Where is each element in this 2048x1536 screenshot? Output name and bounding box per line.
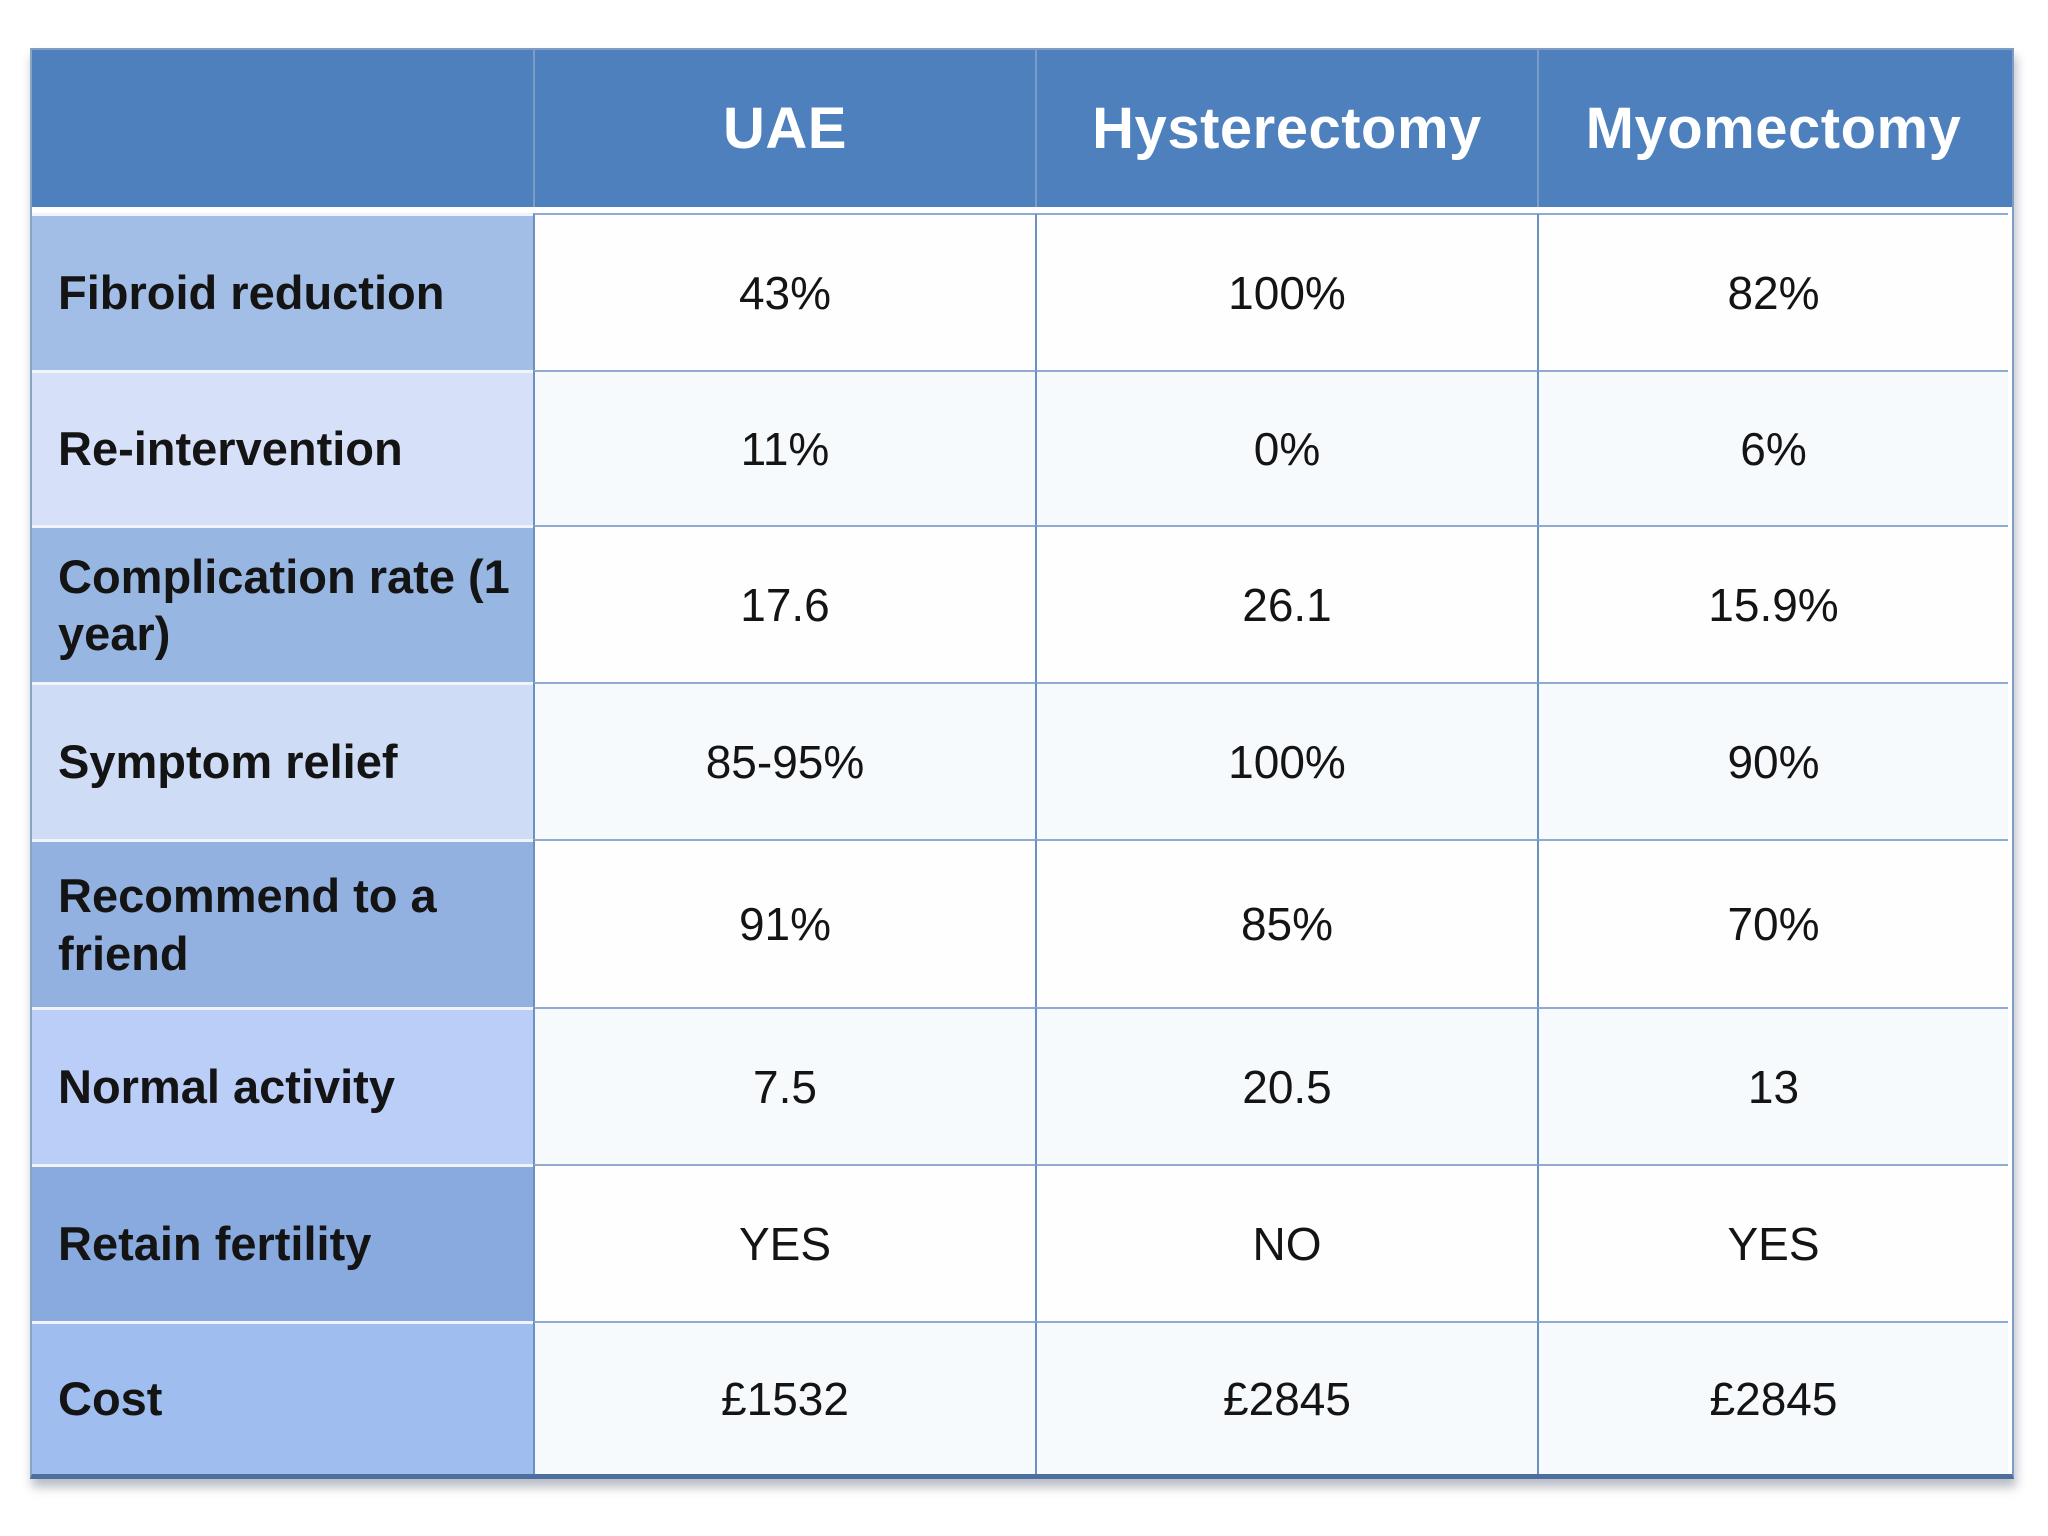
data-cell: 26.1 [1035, 525, 1537, 682]
data-cell: 85% [1035, 839, 1537, 1007]
data-cell: 15.9% [1537, 525, 2008, 682]
table-row: Cost £1532 £2845 £2845 [32, 1321, 2012, 1474]
data-cell: 90% [1537, 682, 2008, 839]
table-row: Re-intervention 11% 0% 6% [32, 370, 2012, 525]
data-cell: £2845 [1035, 1321, 1537, 1474]
row-label: Recommend to a friend [32, 839, 533, 1007]
data-cell: 91% [533, 839, 1035, 1007]
data-cell: 85-95% [533, 682, 1035, 839]
row-label: Re-intervention [32, 370, 533, 525]
data-cell: 13 [1537, 1007, 2008, 1164]
data-cell: YES [1537, 1164, 2008, 1321]
table-row: Symptom relief 85-95% 100% 90% [32, 682, 2012, 839]
table-row: Retain fertility YES NO YES [32, 1164, 2012, 1321]
table-row: Normal activity 7.5 20.5 13 [32, 1007, 2012, 1164]
data-cell: 11% [533, 370, 1035, 525]
row-label: Cost [32, 1321, 533, 1474]
data-cell: NO [1035, 1164, 1537, 1321]
data-cell: 20.5 [1035, 1007, 1537, 1164]
row-label: Retain fertility [32, 1164, 533, 1321]
comparison-table: UAE Hysterectomy Myomectomy Fibroid redu… [30, 48, 2014, 1479]
data-cell: £1532 [533, 1321, 1035, 1474]
data-cell: 6% [1537, 370, 2008, 525]
header-cell-blank [32, 50, 533, 207]
header-cell-hysterectomy: Hysterectomy [1035, 50, 1537, 207]
data-cell: 7.5 [533, 1007, 1035, 1164]
data-cell: 17.6 [533, 525, 1035, 682]
data-cell: 43% [533, 213, 1035, 370]
data-cell: 70% [1537, 839, 2008, 1007]
row-label: Fibroid reduction [32, 213, 533, 370]
table-row: Recommend to a friend 91% 85% 70% [32, 839, 2012, 1007]
table-header-row: UAE Hysterectomy Myomectomy [32, 50, 2012, 213]
data-cell: £2845 [1537, 1321, 2008, 1474]
row-label: Symptom relief [32, 682, 533, 839]
data-cell: 100% [1035, 213, 1537, 370]
row-label: Normal activity [32, 1007, 533, 1164]
table-row: Fibroid reduction 43% 100% 82% [32, 213, 2012, 370]
header-cell-myomectomy: Myomectomy [1537, 50, 2008, 207]
row-label: Complication rate (1 year) [32, 525, 533, 682]
table-row: Complication rate (1 year) 17.6 26.1 15.… [32, 525, 2012, 682]
data-cell: 0% [1035, 370, 1537, 525]
data-cell: YES [533, 1164, 1035, 1321]
data-cell: 82% [1537, 213, 2008, 370]
data-cell: 100% [1035, 682, 1537, 839]
header-cell-uae: UAE [533, 50, 1035, 207]
